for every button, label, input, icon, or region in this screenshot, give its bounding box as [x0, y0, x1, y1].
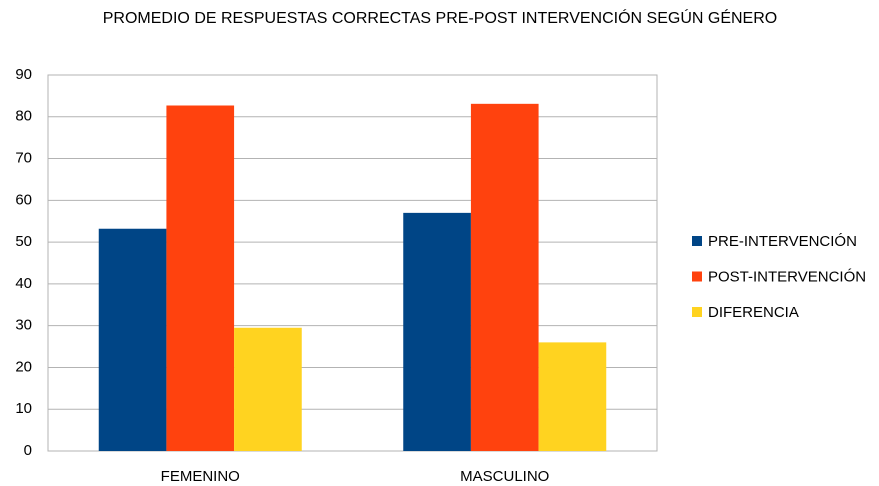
legend-label: PRE-INTERVENCIÓN: [708, 233, 857, 250]
legend-swatch: [692, 307, 702, 317]
y-tick-label: 40: [15, 275, 32, 292]
x-tick-label: FEMENINO: [161, 468, 240, 485]
legend-label: DIFERENCIA: [708, 304, 799, 321]
bar: [98, 228, 167, 451]
bar: [538, 342, 607, 451]
legend-swatch: [692, 271, 702, 282]
plot-border: [47, 74, 658, 452]
legend-swatch: [692, 236, 702, 246]
bar: [166, 105, 235, 452]
y-tick-label: 30: [15, 317, 32, 334]
x-tick-label: MASCULINO: [460, 468, 549, 485]
bar: [470, 103, 539, 452]
chart-title: PROMEDIO DE RESPUESTAS CORRECTAS PRE-POS…: [102, 10, 778, 27]
bar: [403, 212, 471, 451]
y-tick-label: 0: [24, 442, 32, 459]
y-tick-label: 70: [15, 150, 32, 167]
bar: [234, 327, 302, 451]
y-tick-label: 10: [15, 400, 32, 417]
y-tick-label: 50: [15, 233, 32, 250]
y-tick-label: 60: [15, 191, 32, 208]
y-tick-label: 90: [15, 66, 32, 83]
legend-label: POST-INTERVENCIÓN: [708, 268, 866, 285]
y-tick-label: 80: [15, 108, 32, 125]
y-tick-label: 20: [15, 358, 32, 375]
